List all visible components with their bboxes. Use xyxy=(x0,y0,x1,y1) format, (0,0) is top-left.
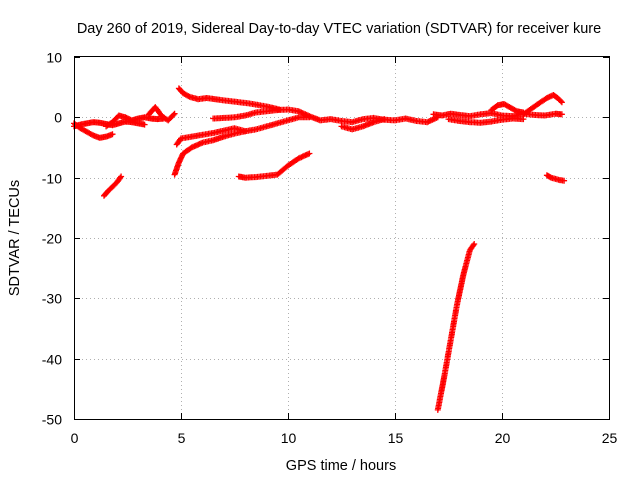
y-tick-label: -20 xyxy=(42,231,62,247)
series-arc-q xyxy=(543,172,568,184)
x-tick-label: 10 xyxy=(281,430,297,446)
series-arc-n xyxy=(445,115,527,126)
data-point xyxy=(141,121,148,128)
series-arc-l xyxy=(434,241,478,413)
data-layer xyxy=(71,85,568,413)
data-point xyxy=(109,131,116,138)
y-tick-label: 0 xyxy=(54,110,62,126)
data-point xyxy=(171,110,178,117)
data-point xyxy=(242,128,249,135)
series-arc-j xyxy=(338,116,388,133)
series-arc-h xyxy=(175,85,283,113)
series-arc-d xyxy=(101,173,125,199)
x-tick-label: 0 xyxy=(71,430,79,446)
y-tick-label: 10 xyxy=(46,50,62,66)
chart-title: Day 260 of 2019, Sidereal Day-to-day VTE… xyxy=(77,21,601,37)
series-arc-p xyxy=(520,92,565,118)
data-point xyxy=(118,173,125,180)
data-point xyxy=(306,150,313,157)
data-point xyxy=(117,174,124,181)
series-arc-g xyxy=(173,125,249,148)
data-point xyxy=(558,99,565,106)
ticks-layer xyxy=(74,57,610,420)
x-tick-label: 25 xyxy=(602,430,618,446)
y-tick-label: -50 xyxy=(42,412,62,428)
data-point xyxy=(470,242,477,249)
data-point xyxy=(561,177,568,184)
data-point xyxy=(426,118,433,124)
tick-labels: 0 5 10 15 20 25 -50 -40 -30 -20 -10 0 10 xyxy=(42,50,618,447)
data-point xyxy=(170,111,177,118)
x-axis-label: GPS time / hours xyxy=(286,458,396,474)
y-tick-label: -40 xyxy=(42,352,62,368)
series-arc-i xyxy=(210,106,441,126)
x-tick-label: 5 xyxy=(178,430,186,446)
x-tick-label: 20 xyxy=(495,430,511,446)
series-arc-f xyxy=(171,114,313,178)
series-arc-e xyxy=(145,104,178,124)
x-tick-label: 15 xyxy=(388,430,404,446)
data-point xyxy=(558,111,565,118)
data-point xyxy=(381,116,388,123)
data-point xyxy=(185,93,192,100)
data-point xyxy=(557,98,564,105)
series-arc-k xyxy=(235,150,313,181)
y-tick-label: -30 xyxy=(42,291,62,307)
y-axis-label: SDTVAR / TECUs xyxy=(7,180,23,296)
y-tick-label: -10 xyxy=(42,171,62,187)
data-point xyxy=(471,241,478,247)
series-arc-b xyxy=(71,120,116,141)
